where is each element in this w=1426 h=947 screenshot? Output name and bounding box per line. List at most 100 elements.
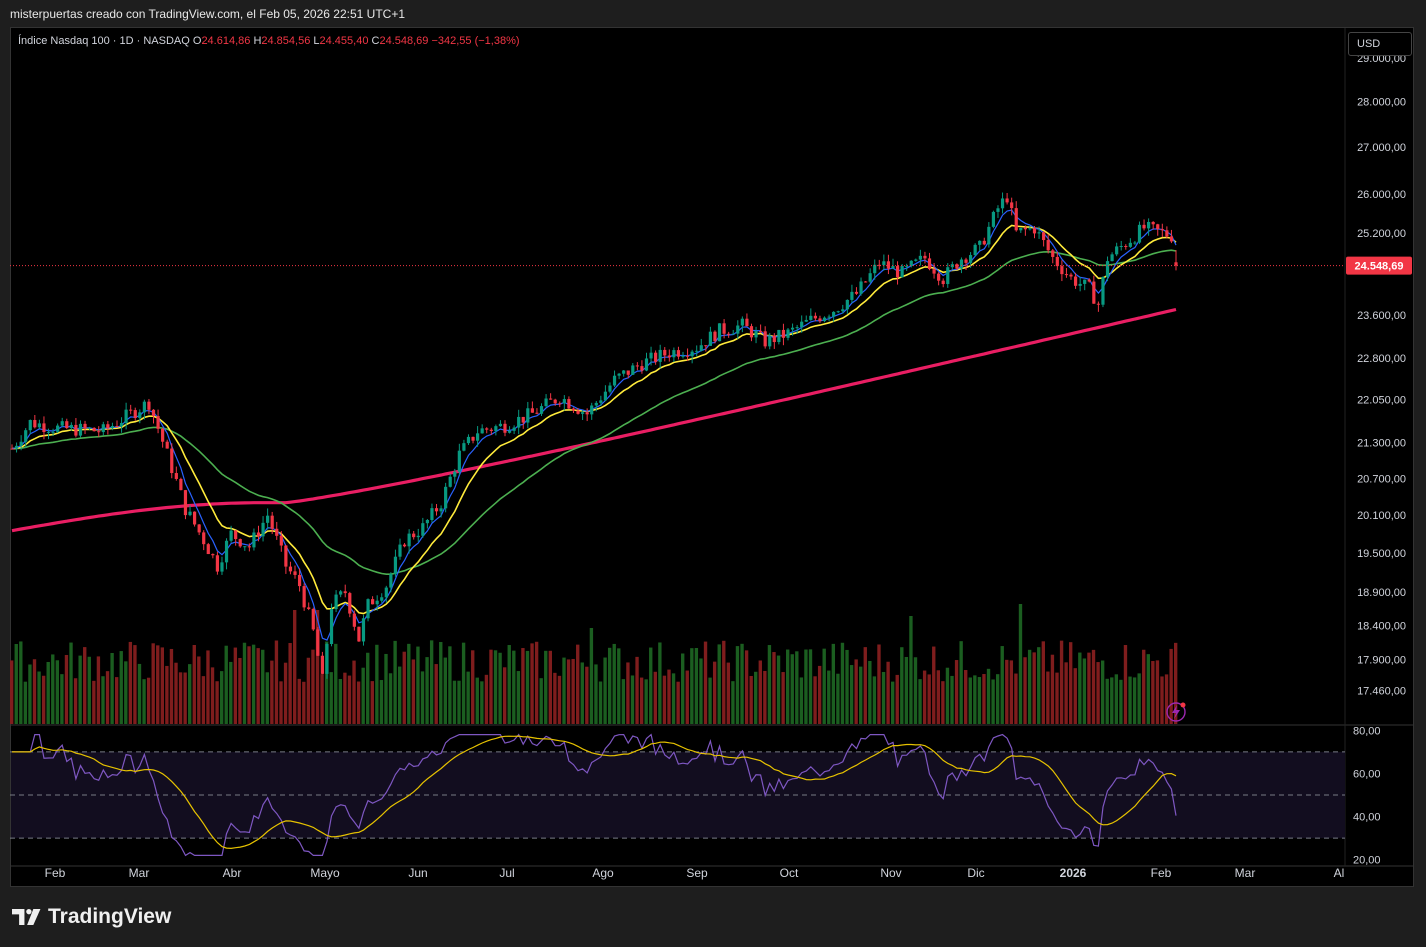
volume-bar bbox=[1009, 660, 1014, 724]
candle-body bbox=[841, 309, 845, 312]
candle-body bbox=[1101, 277, 1105, 305]
volume-bar bbox=[160, 647, 164, 724]
volume-bar bbox=[973, 675, 977, 724]
low-label: L bbox=[313, 35, 320, 47]
candle-body bbox=[234, 530, 238, 540]
candle-body bbox=[740, 318, 744, 326]
volume-bar bbox=[23, 681, 28, 724]
candle-body bbox=[37, 423, 41, 428]
candle-body bbox=[526, 408, 530, 423]
volume-bar bbox=[293, 610, 297, 724]
candle-body bbox=[777, 329, 781, 343]
candle-body bbox=[722, 323, 726, 334]
price-axis-tick: 26.000,00 bbox=[1357, 189, 1406, 201]
volume-bar bbox=[425, 657, 429, 724]
candle-body bbox=[594, 402, 598, 406]
volume-bar bbox=[977, 677, 982, 724]
candle-body bbox=[1169, 236, 1174, 242]
volume-bar bbox=[1142, 649, 1146, 724]
candle-body bbox=[494, 426, 498, 432]
volume-bar bbox=[836, 673, 840, 724]
candle-body bbox=[818, 318, 822, 322]
volume-bar bbox=[859, 666, 863, 724]
volume-bar bbox=[146, 677, 151, 724]
candle-body bbox=[88, 427, 92, 429]
volume-bar bbox=[991, 679, 995, 724]
candle-body bbox=[348, 593, 352, 614]
candle-body bbox=[243, 546, 247, 548]
candle-body bbox=[498, 423, 503, 427]
volume-bar bbox=[73, 678, 78, 724]
volume-bar bbox=[370, 681, 374, 724]
candle-body bbox=[275, 528, 279, 536]
symbol-info[interactable]: Índice Nasdaq 100 · 1D · NASDAQ bbox=[18, 35, 190, 47]
volume-bar bbox=[781, 672, 785, 724]
candle-body bbox=[325, 644, 329, 674]
volume-bar bbox=[598, 681, 603, 724]
volume-bar bbox=[101, 676, 105, 724]
volume-bar bbox=[1041, 641, 1045, 724]
volume-bar bbox=[904, 656, 909, 724]
rsi-axis-tick: 60,00 bbox=[1353, 768, 1381, 780]
volume-bar bbox=[183, 672, 187, 724]
volume-bar bbox=[553, 672, 557, 724]
candle-body bbox=[1037, 232, 1041, 234]
volume-bar bbox=[379, 680, 384, 724]
volume-bar bbox=[1137, 673, 1141, 724]
lightning-icon[interactable] bbox=[1166, 702, 1186, 722]
candle-body bbox=[106, 424, 110, 429]
candle-body bbox=[759, 331, 763, 333]
volume-bar bbox=[845, 649, 849, 724]
candle-body bbox=[421, 523, 425, 536]
volume-bar bbox=[854, 659, 858, 724]
volume-bar bbox=[224, 645, 228, 724]
volume-bar bbox=[457, 680, 461, 724]
volume-bar bbox=[1105, 678, 1109, 724]
candle-body bbox=[97, 431, 101, 433]
last-price-label: 24.548,69 bbox=[1355, 261, 1404, 273]
volume-bar bbox=[799, 677, 804, 724]
volume-bar bbox=[251, 644, 256, 724]
volume-bar bbox=[585, 666, 589, 724]
candle-body bbox=[864, 281, 868, 283]
volume-bar bbox=[576, 644, 580, 724]
volume-bar bbox=[950, 675, 954, 724]
candle-body bbox=[521, 416, 525, 423]
volume-bar bbox=[822, 648, 826, 724]
volume-bar bbox=[19, 641, 23, 724]
tradingview-logo: TradingView bbox=[12, 905, 171, 929]
volume-bar bbox=[918, 679, 922, 724]
candle-body bbox=[142, 401, 146, 413]
volume-bar bbox=[658, 642, 662, 724]
volume-bar bbox=[14, 643, 18, 724]
price-axis-tick: 17.900,00 bbox=[1357, 655, 1406, 667]
candle-body bbox=[667, 355, 671, 358]
volume-bar bbox=[334, 643, 338, 724]
candle-body bbox=[1051, 250, 1055, 257]
volume-bar bbox=[46, 661, 50, 724]
candle-body bbox=[69, 424, 73, 429]
price-axis-tick: 27.000,00 bbox=[1357, 142, 1406, 154]
candle-body bbox=[110, 425, 115, 429]
price-axis-tick: 22.800,00 bbox=[1357, 353, 1406, 365]
high-value: 24.854,56 bbox=[261, 35, 311, 47]
volume-bar bbox=[927, 674, 931, 724]
rsi-moving-average-line bbox=[12, 735, 1177, 850]
price-axis-tick: 17.460,00 bbox=[1357, 686, 1406, 698]
candle-body bbox=[772, 335, 776, 343]
candle-body bbox=[161, 428, 165, 442]
volume-bar bbox=[475, 677, 479, 724]
currency-button[interactable]: USD bbox=[1348, 32, 1412, 56]
candle-body bbox=[1105, 261, 1110, 278]
candle-body bbox=[425, 519, 429, 524]
candle-body bbox=[768, 335, 772, 347]
volume-bar bbox=[649, 647, 653, 724]
candle-body bbox=[549, 398, 553, 400]
candle-body bbox=[74, 424, 78, 436]
candle-body bbox=[1133, 242, 1137, 244]
volume-bar bbox=[877, 644, 881, 724]
candle-body bbox=[1124, 245, 1128, 247]
candle-body bbox=[1147, 221, 1151, 229]
chart-container[interactable] bbox=[10, 27, 1414, 887]
